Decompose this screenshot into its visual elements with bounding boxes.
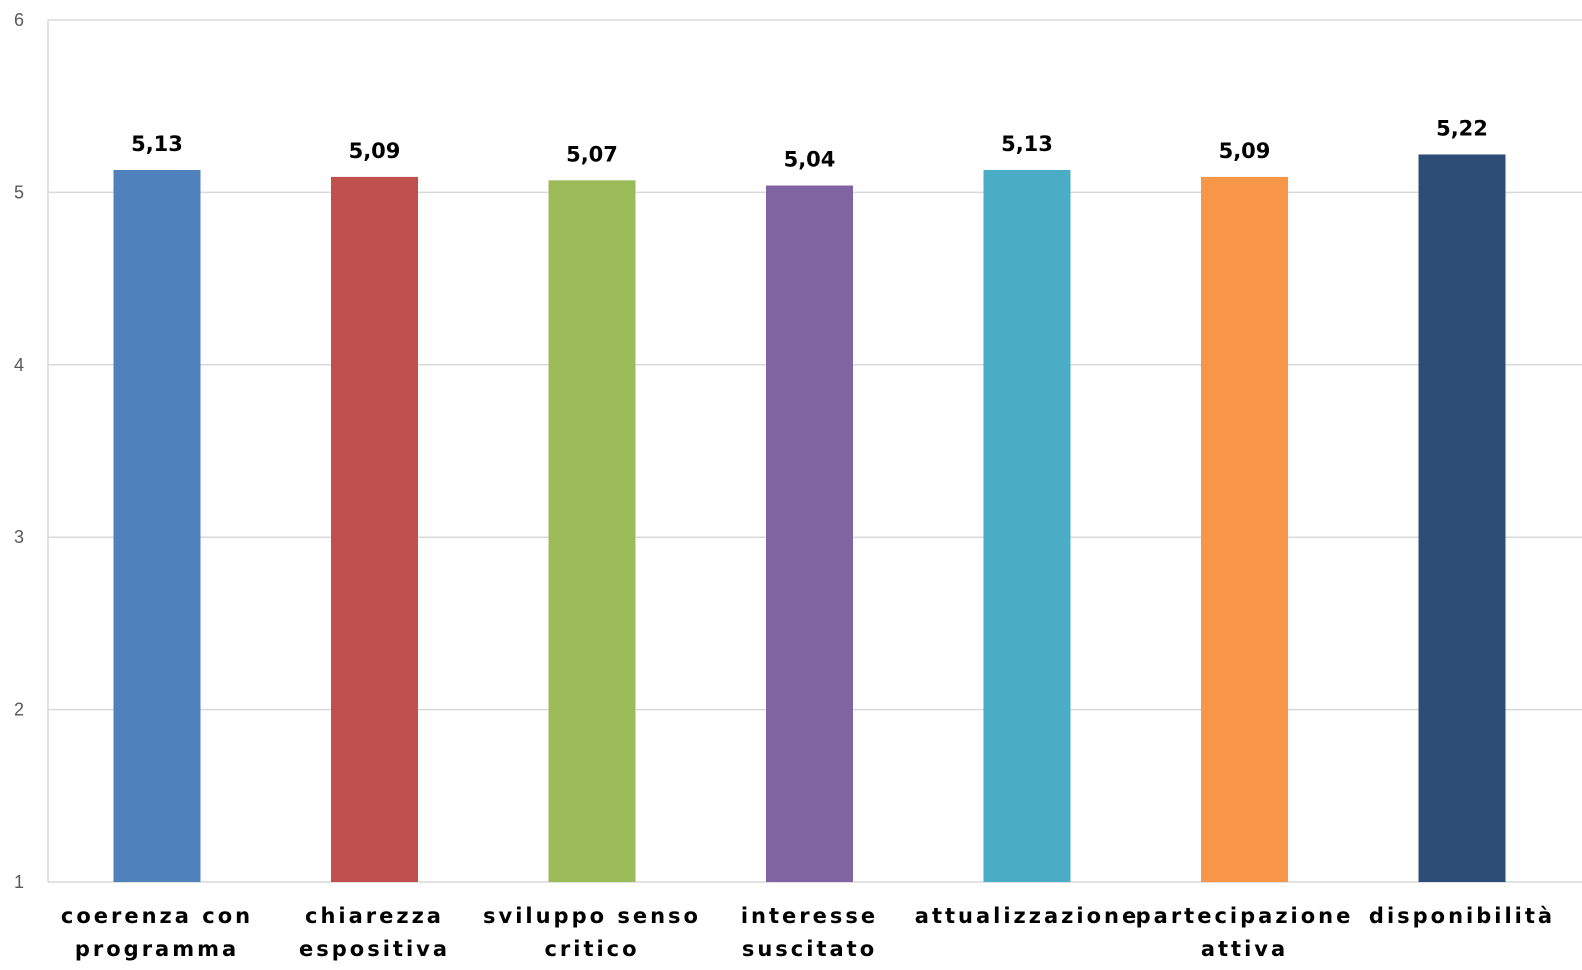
bar <box>766 185 853 882</box>
category-label: attiva <box>1201 937 1288 961</box>
data-label: 5,13 <box>1001 132 1053 156</box>
bar <box>1418 154 1506 883</box>
data-label: 5,09 <box>349 139 401 163</box>
data-labels: 5,13 5,09 5,07 5,04 5,13 5,09 5,22 <box>131 116 1488 171</box>
bar <box>331 176 418 882</box>
category-label: attualizzazione <box>915 904 1139 928</box>
bar <box>1201 176 1288 882</box>
y-tick-label: 5 <box>14 182 24 202</box>
data-label: 5,22 <box>1436 116 1488 140</box>
data-label: 5,09 <box>1219 139 1271 163</box>
bars <box>113 154 1506 883</box>
data-label: 5,13 <box>131 132 183 156</box>
bar <box>983 169 1071 882</box>
data-label: 5,07 <box>566 142 618 166</box>
data-label: 5,04 <box>784 148 836 172</box>
y-tick-label: 1 <box>14 872 24 892</box>
category-label: suscitato <box>742 937 877 961</box>
category-label: chiarezza <box>305 904 444 928</box>
y-tick-label: 6 <box>14 10 24 30</box>
bar <box>548 180 636 882</box>
category-label: coerenza con <box>61 904 253 928</box>
y-tick-label: 2 <box>14 700 24 720</box>
category-label: sviluppo senso <box>483 904 701 928</box>
y-tick-label: 4 <box>14 355 24 375</box>
category-label: interesse <box>741 904 878 928</box>
category-labels: coerenza con programma chiarezza espositiva… <box>61 904 1555 961</box>
category-label: programma <box>75 937 239 961</box>
category-label: partecipazione <box>1136 904 1354 928</box>
bar <box>113 169 201 882</box>
category-label: espositiva <box>299 937 450 961</box>
y-tick-label: 3 <box>14 527 24 547</box>
y-axis-ticks: 1 2 3 4 5 6 <box>14 10 24 892</box>
category-label: disponibilità <box>1369 904 1555 928</box>
category-label: critico <box>544 937 639 961</box>
